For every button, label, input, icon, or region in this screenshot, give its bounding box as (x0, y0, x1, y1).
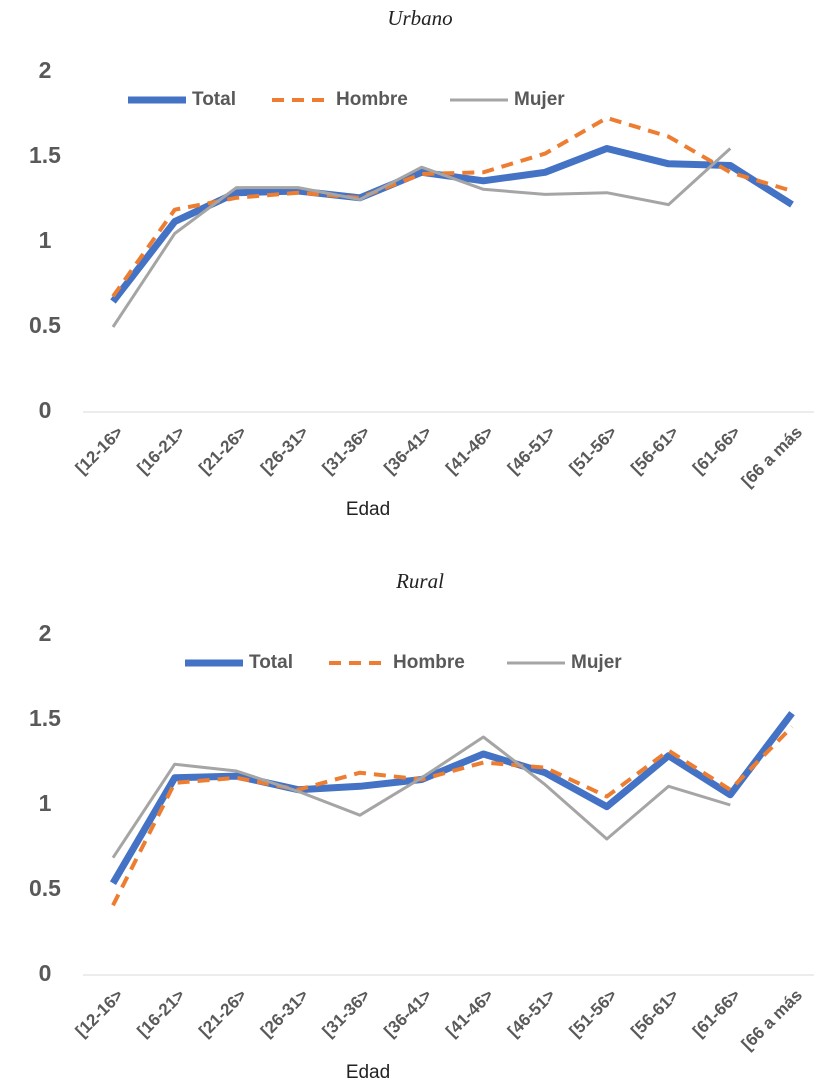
series-line (111, 735, 731, 859)
x-tick-label: [21-26> (195, 986, 250, 1041)
y-tick-label: 0.5 (29, 875, 61, 901)
x-tick-label: [26-31> (257, 986, 312, 1041)
y-tick-label: 0 (39, 397, 52, 423)
x-tick-label: [51-56> (566, 423, 621, 478)
series-line (111, 115, 793, 298)
x-tick-label: [61-66> (689, 986, 744, 1041)
x-axis-label: Edad (346, 1062, 390, 1082)
x-tick-label: [66 a más (738, 986, 806, 1054)
x-tick-label: [16-21> (134, 986, 189, 1041)
x-tick-label: [12-16> (72, 986, 127, 1041)
legend-label: Total (192, 89, 236, 110)
x-tick-label: [51-56> (566, 986, 621, 1041)
x-tick-label: [36-41> (380, 986, 435, 1041)
x-tick-label: [41-46> (442, 423, 497, 478)
x-tick-label: [26-31> (257, 423, 312, 478)
series-line (111, 147, 732, 328)
x-tick-label: [12-16> (72, 423, 127, 478)
chart-title: Urbano (387, 6, 452, 30)
series-line (111, 725, 794, 907)
legend-label: Total (249, 652, 293, 673)
y-tick-label: 1 (39, 227, 52, 253)
legend-label: Hombre (393, 652, 465, 673)
x-tick-label: [31-36> (319, 986, 374, 1041)
y-tick-label: 1 (39, 790, 52, 816)
y-tick-label: 2 (39, 57, 52, 83)
x-tick-label: [56-61> (627, 986, 682, 1041)
series-line (110, 145, 794, 304)
y-tick-label: 0 (39, 960, 52, 986)
x-tick-label: [31-36> (319, 423, 374, 478)
x-tick-label: [46-51> (504, 986, 559, 1041)
legend-label: Mujer (514, 89, 565, 110)
x-axis-label: Edad (346, 499, 390, 520)
x-tick-label: [41-46> (442, 986, 497, 1041)
x-tick-label: [61-66> (689, 423, 744, 478)
series-line (109, 711, 795, 885)
x-tick-label: [16-21> (134, 423, 189, 478)
legend-label: Hombre (336, 89, 408, 110)
y-tick-label: 1.5 (29, 142, 61, 168)
chart-title: Rural (395, 569, 444, 593)
y-tick-label: 2 (39, 620, 52, 646)
y-tick-label: 0.5 (29, 312, 61, 338)
x-tick-label: [46-51> (504, 423, 559, 478)
x-tick-label: [21-26> (195, 423, 250, 478)
x-tick-label: [66 a más (738, 423, 806, 491)
x-tick-label: [56-61> (627, 423, 682, 478)
legend-label: Mujer (571, 652, 622, 673)
x-tick-label: [36-41> (380, 423, 435, 478)
y-tick-label: 1.5 (29, 705, 61, 731)
